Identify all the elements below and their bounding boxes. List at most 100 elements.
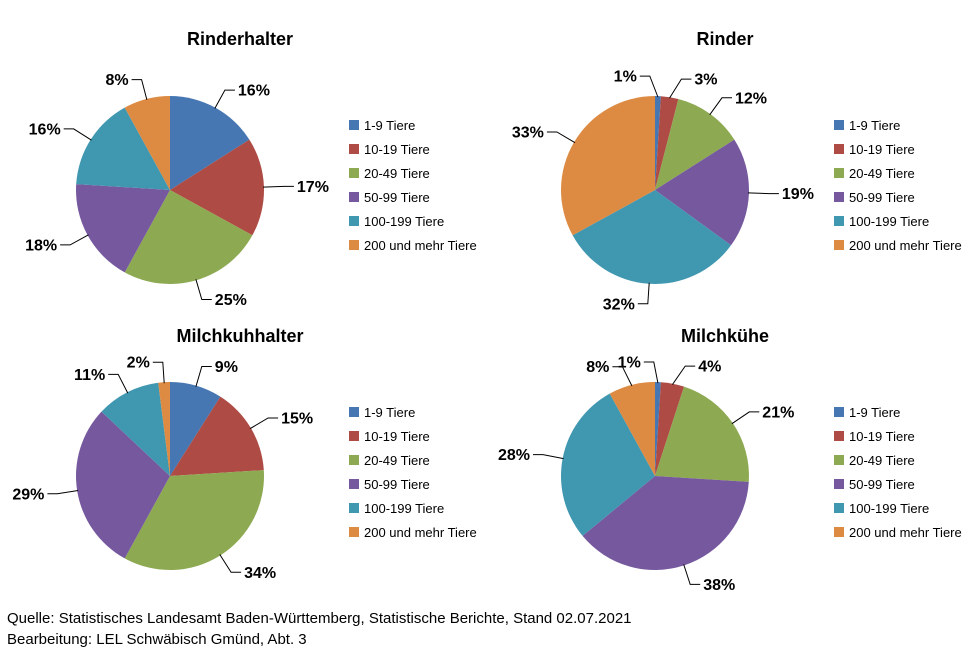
label-leader-line xyxy=(683,564,701,585)
legend-swatch-icon xyxy=(349,240,359,250)
pie-slice-10-19-tiere xyxy=(170,139,264,236)
label-leader-line xyxy=(546,131,576,144)
pie-value-label-20-49-tiere: 12% xyxy=(735,90,767,107)
legend-item-20-49-tiere: 20-49 Tiere xyxy=(349,448,477,472)
legend-item-20-49-tiere: 20-49 Tiere xyxy=(834,161,962,185)
pie-slice-100-199-tiere xyxy=(572,190,732,284)
legend-swatch-icon xyxy=(834,168,844,178)
legend-item-1-9-tiere: 1-9 Tiere xyxy=(834,113,962,137)
legend-label: 20-49 Tiere xyxy=(849,452,915,468)
pie-value-label-20-49-tiere: 21% xyxy=(762,404,794,421)
label-leader-line xyxy=(195,279,212,300)
legend-label: 20-49 Tiere xyxy=(849,165,915,181)
legend-rinderhalter: 1-9 Tiere 10-19 Tiere 20-49 Tiere 50-99 Tie… xyxy=(349,113,477,257)
pie-slice-1-9-tiere xyxy=(170,382,221,476)
legend-item-50-99-tiere: 50-99 Tiere xyxy=(349,472,477,496)
label-leader-line xyxy=(637,282,650,305)
pie-slice-10-19-tiere xyxy=(170,396,264,476)
legend-label: 1-9 Tiere xyxy=(364,404,416,420)
legend-label: 10-19 Tiere xyxy=(364,141,430,157)
legend-item-100-199-tiere: 100-199 Tiere xyxy=(834,209,962,233)
pie-value-label-100-199-tiere: 11% xyxy=(74,367,105,384)
pie-value-label-50-99-tiere: 29% xyxy=(12,486,44,503)
pie-slice-20-49-tiere xyxy=(124,190,253,284)
label-leader-line xyxy=(47,490,79,495)
legend-item-10-19-tiere: 10-19 Tiere xyxy=(349,424,477,448)
pie-slice-200-und-mehr-tiere xyxy=(561,96,655,236)
legend-label: 100-199 Tiere xyxy=(849,213,930,229)
legend-label: 10-19 Tiere xyxy=(364,428,430,444)
legend-swatch-icon xyxy=(834,503,844,513)
legend-item-50-99-tiere: 50-99 Tiere xyxy=(834,472,962,496)
legend-item-50-99-tiere: 50-99 Tiere xyxy=(834,185,962,209)
legend-item-1-9-tiere: 1-9 Tiere xyxy=(349,400,477,424)
legend-swatch-icon xyxy=(349,144,359,154)
legend-swatch-icon xyxy=(834,192,844,202)
legend-swatch-icon xyxy=(834,120,844,130)
legend-item-1-9-tiere: 1-9 Tiere xyxy=(349,113,477,137)
legend-rinder: 1-9 Tiere 10-19 Tiere 20-49 Tiere 50-99 Tie… xyxy=(834,113,962,257)
legend-milchkuehe: 1-9 Tiere 10-19 Tiere 20-49 Tiere 50-99 Tie… xyxy=(834,400,962,544)
legend-item-50-99-tiere: 50-99 Tiere xyxy=(349,185,477,209)
label-leader-line xyxy=(262,185,294,188)
label-leader-line xyxy=(533,454,564,460)
legend-swatch-icon xyxy=(834,144,844,154)
legend-label: 200 und mehr Tiere xyxy=(364,524,477,540)
label-leader-line xyxy=(60,234,89,246)
legend-label: 100-199 Tiere xyxy=(364,213,445,229)
pie-slice-1-9-tiere xyxy=(655,96,661,190)
legend-swatch-icon xyxy=(834,455,844,465)
legend-swatch-icon xyxy=(834,216,844,226)
pie-value-label-1-9-tiere: 1% xyxy=(618,355,641,372)
legend-swatch-icon xyxy=(834,407,844,417)
legend-item-10-19-tiere: 10-19 Tiere xyxy=(834,424,962,448)
label-leader-line xyxy=(731,411,760,425)
source-footer: Quelle: Statistisches Landesamt Baden-Wü… xyxy=(7,608,632,650)
legend-label: 200 und mehr Tiere xyxy=(364,237,477,253)
pie-value-label-10-19-tiere: 3% xyxy=(694,72,717,89)
legend-item-20-49-tiere: 20-49 Tiere xyxy=(349,161,477,185)
pie-value-label-200-und-mehr-tiere: 2% xyxy=(127,355,150,372)
pie-value-label-10-19-tiere: 15% xyxy=(281,411,313,428)
legend-item-100-199-tiere: 100-199 Tiere xyxy=(349,209,477,233)
legend-swatch-icon xyxy=(834,431,844,441)
legend-label: 10-19 Tiere xyxy=(849,141,915,157)
legend-item-200-und-mehr-tiere: 200 und mehr Tiere xyxy=(834,520,962,544)
label-leader-line xyxy=(747,192,779,195)
legend-label: 100-199 Tiere xyxy=(849,500,930,516)
legend-item-100-199-tiere: 100-199 Tiere xyxy=(349,496,477,520)
legend-swatch-icon xyxy=(349,168,359,178)
pie-value-label-50-99-tiere: 18% xyxy=(25,237,57,254)
pie-value-label-1-9-tiere: 16% xyxy=(238,83,270,100)
pie-slice-100-199-tiere xyxy=(561,393,655,536)
pie-value-label-1-9-tiere: 1% xyxy=(614,69,637,86)
pie-slice-20-49-tiere xyxy=(655,386,749,482)
editor-line: Bearbeitung: LEL Schwäbisch Gmünd, Abt. … xyxy=(7,631,307,648)
label-leader-line xyxy=(669,78,692,99)
pie-chart-rinder: Rinder 1% 3% 12% 19% 32% 33% 1-9 Tiere 10-19 T… xyxy=(485,0,967,317)
legend-item-200-und-mehr-tiere: 200 und mehr Tiere xyxy=(349,233,477,257)
legend-swatch-icon xyxy=(349,479,359,489)
legend-label: 50-99 Tiere xyxy=(849,189,915,205)
pie-value-label-20-49-tiere: 34% xyxy=(244,565,276,582)
legend-item-100-199-tiere: 100-199 Tiere xyxy=(834,496,962,520)
legend-swatch-icon xyxy=(349,431,359,441)
legend-label: 1-9 Tiere xyxy=(364,117,416,133)
pie-value-label-200-und-mehr-tiere: 8% xyxy=(105,72,128,89)
legend-label: 1-9 Tiere xyxy=(849,117,901,133)
pie-chart-rinderhalter: Rinderhalter 16% 17% 25% 18% 16% 8% 1-9 Tiere… xyxy=(0,0,480,317)
label-leader-line xyxy=(214,89,235,109)
legend-label: 100-199 Tiere xyxy=(364,500,445,516)
chart-title-milchkuhhalter: Milchkuhhalter xyxy=(176,326,304,346)
pie-value-label-100-199-tiere: 16% xyxy=(29,121,61,138)
pie-value-label-1-9-tiere: 9% xyxy=(215,359,238,376)
legend-swatch-icon xyxy=(349,407,359,417)
legend-swatch-icon xyxy=(834,240,844,250)
pie-plot-milchkuhhalter: 9% 15% 34% 29% 11% 2% xyxy=(12,355,313,582)
pie-value-label-200-und-mehr-tiere: 8% xyxy=(586,359,609,376)
legend-label: 1-9 Tiere xyxy=(849,404,901,420)
label-leader-line xyxy=(643,361,659,384)
chart-title-rinderhalter: Rinderhalter xyxy=(186,29,294,49)
legend-item-200-und-mehr-tiere: 200 und mehr Tiere xyxy=(834,233,962,257)
